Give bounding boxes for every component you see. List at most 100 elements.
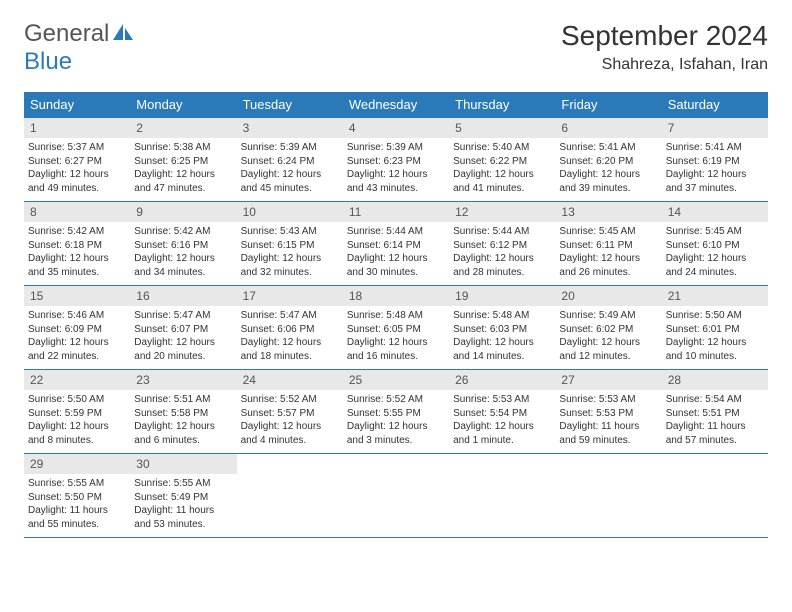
sunrise-line: Sunrise: 5:45 AM: [559, 225, 657, 239]
col-wednesday: Wednesday: [343, 92, 449, 118]
daylight-line: Daylight: 12 hours and 10 minutes.: [666, 336, 764, 363]
sunset-line: Sunset: 6:10 PM: [666, 239, 764, 253]
day-details: Sunrise: 5:42 AMSunset: 6:16 PMDaylight:…: [130, 222, 236, 285]
calendar-cell: 11Sunrise: 5:44 AMSunset: 6:14 PMDayligh…: [343, 202, 449, 286]
daylight-line: Daylight: 12 hours and 34 minutes.: [134, 252, 232, 279]
sunrise-line: Sunrise: 5:37 AM: [28, 141, 126, 155]
calendar-table: Sunday Monday Tuesday Wednesday Thursday…: [24, 92, 768, 538]
calendar-cell: 18Sunrise: 5:48 AMSunset: 6:05 PMDayligh…: [343, 286, 449, 370]
month-title: September 2024: [561, 20, 768, 52]
daylight-line: Daylight: 12 hours and 43 minutes.: [347, 168, 445, 195]
day-details: Sunrise: 5:40 AMSunset: 6:22 PMDaylight:…: [449, 138, 555, 201]
sunset-line: Sunset: 5:53 PM: [559, 407, 657, 421]
day-details: Sunrise: 5:47 AMSunset: 6:07 PMDaylight:…: [130, 306, 236, 369]
calendar-cell: 3Sunrise: 5:39 AMSunset: 6:24 PMDaylight…: [237, 118, 343, 202]
sunrise-line: Sunrise: 5:51 AM: [134, 393, 232, 407]
day-number: 4: [343, 118, 449, 138]
day-details: Sunrise: 5:55 AMSunset: 5:50 PMDaylight:…: [24, 474, 130, 537]
day-details: Sunrise: 5:39 AMSunset: 6:23 PMDaylight:…: [343, 138, 449, 201]
calendar-cell: 24Sunrise: 5:52 AMSunset: 5:57 PMDayligh…: [237, 370, 343, 454]
calendar-cell: 9Sunrise: 5:42 AMSunset: 6:16 PMDaylight…: [130, 202, 236, 286]
daylight-line: Daylight: 12 hours and 35 minutes.: [28, 252, 126, 279]
sunrise-line: Sunrise: 5:50 AM: [666, 309, 764, 323]
day-details: Sunrise: 5:55 AMSunset: 5:49 PMDaylight:…: [130, 474, 236, 537]
location-label: Shahreza, Isfahan, Iran: [561, 56, 768, 74]
sunrise-line: Sunrise: 5:50 AM: [28, 393, 126, 407]
day-number: 12: [449, 202, 555, 222]
calendar-cell: 29Sunrise: 5:55 AMSunset: 5:50 PMDayligh…: [24, 454, 130, 538]
daylight-line: Daylight: 12 hours and 22 minutes.: [28, 336, 126, 363]
sunrise-line: Sunrise: 5:53 AM: [453, 393, 551, 407]
day-number: 17: [237, 286, 343, 306]
day-number: 21: [662, 286, 768, 306]
calendar-cell: [237, 454, 343, 538]
col-tuesday: Tuesday: [237, 92, 343, 118]
sunset-line: Sunset: 5:49 PM: [134, 491, 232, 505]
day-details: Sunrise: 5:51 AMSunset: 5:58 PMDaylight:…: [130, 390, 236, 453]
calendar-cell: 17Sunrise: 5:47 AMSunset: 6:06 PMDayligh…: [237, 286, 343, 370]
sunset-line: Sunset: 5:55 PM: [347, 407, 445, 421]
daylight-line: Daylight: 12 hours and 24 minutes.: [666, 252, 764, 279]
day-details: Sunrise: 5:42 AMSunset: 6:18 PMDaylight:…: [24, 222, 130, 285]
day-details: Sunrise: 5:45 AMSunset: 6:10 PMDaylight:…: [662, 222, 768, 285]
logo-sail-icon: [113, 22, 135, 47]
sunset-line: Sunset: 6:07 PM: [134, 323, 232, 337]
sunset-line: Sunset: 5:54 PM: [453, 407, 551, 421]
calendar-week-row: 8Sunrise: 5:42 AMSunset: 6:18 PMDaylight…: [24, 202, 768, 286]
daylight-line: Daylight: 11 hours and 53 minutes.: [134, 504, 232, 531]
col-friday: Friday: [555, 92, 661, 118]
calendar-cell: 26Sunrise: 5:53 AMSunset: 5:54 PMDayligh…: [449, 370, 555, 454]
day-number: 7: [662, 118, 768, 138]
sunrise-line: Sunrise: 5:53 AM: [559, 393, 657, 407]
sunset-line: Sunset: 6:16 PM: [134, 239, 232, 253]
daylight-line: Daylight: 11 hours and 57 minutes.: [666, 420, 764, 447]
day-number: 15: [24, 286, 130, 306]
header: General September 2024 Shahreza, Isfahan…: [24, 20, 768, 74]
day-details: Sunrise: 5:41 AMSunset: 6:19 PMDaylight:…: [662, 138, 768, 201]
calendar-cell: 7Sunrise: 5:41 AMSunset: 6:19 PMDaylight…: [662, 118, 768, 202]
daylight-line: Daylight: 12 hours and 8 minutes.: [28, 420, 126, 447]
logo-text-gray: General: [24, 20, 109, 48]
title-block: September 2024 Shahreza, Isfahan, Iran: [561, 20, 768, 74]
sunset-line: Sunset: 6:14 PM: [347, 239, 445, 253]
daylight-line: Daylight: 11 hours and 55 minutes.: [28, 504, 126, 531]
daylight-line: Daylight: 12 hours and 30 minutes.: [347, 252, 445, 279]
day-number: 11: [343, 202, 449, 222]
daylight-line: Daylight: 12 hours and 41 minutes.: [453, 168, 551, 195]
calendar-cell: 14Sunrise: 5:45 AMSunset: 6:10 PMDayligh…: [662, 202, 768, 286]
day-details: Sunrise: 5:50 AMSunset: 6:01 PMDaylight:…: [662, 306, 768, 369]
sunrise-line: Sunrise: 5:43 AM: [241, 225, 339, 239]
sunrise-line: Sunrise: 5:48 AM: [453, 309, 551, 323]
calendar-week-row: 15Sunrise: 5:46 AMSunset: 6:09 PMDayligh…: [24, 286, 768, 370]
daylight-line: Daylight: 12 hours and 47 minutes.: [134, 168, 232, 195]
day-details: Sunrise: 5:38 AMSunset: 6:25 PMDaylight:…: [130, 138, 236, 201]
day-details: Sunrise: 5:53 AMSunset: 5:54 PMDaylight:…: [449, 390, 555, 453]
day-number: 20: [555, 286, 661, 306]
calendar-cell: 28Sunrise: 5:54 AMSunset: 5:51 PMDayligh…: [662, 370, 768, 454]
sunrise-line: Sunrise: 5:40 AM: [453, 141, 551, 155]
sunset-line: Sunset: 6:18 PM: [28, 239, 126, 253]
day-number: 22: [24, 370, 130, 390]
sunrise-line: Sunrise: 5:42 AM: [28, 225, 126, 239]
day-details: Sunrise: 5:53 AMSunset: 5:53 PMDaylight:…: [555, 390, 661, 453]
daylight-line: Daylight: 12 hours and 16 minutes.: [347, 336, 445, 363]
sunset-line: Sunset: 6:12 PM: [453, 239, 551, 253]
logo: General: [24, 20, 137, 48]
sunrise-line: Sunrise: 5:47 AM: [134, 309, 232, 323]
daylight-line: Daylight: 12 hours and 3 minutes.: [347, 420, 445, 447]
sunrise-line: Sunrise: 5:52 AM: [241, 393, 339, 407]
sunrise-line: Sunrise: 5:41 AM: [666, 141, 764, 155]
calendar-cell: [662, 454, 768, 538]
calendar-cell: 5Sunrise: 5:40 AMSunset: 6:22 PMDaylight…: [449, 118, 555, 202]
sunset-line: Sunset: 6:06 PM: [241, 323, 339, 337]
calendar-cell: 22Sunrise: 5:50 AMSunset: 5:59 PMDayligh…: [24, 370, 130, 454]
daylight-line: Daylight: 12 hours and 20 minutes.: [134, 336, 232, 363]
calendar-week-row: 29Sunrise: 5:55 AMSunset: 5:50 PMDayligh…: [24, 454, 768, 538]
sunrise-line: Sunrise: 5:44 AM: [347, 225, 445, 239]
day-details: Sunrise: 5:44 AMSunset: 6:14 PMDaylight:…: [343, 222, 449, 285]
calendar-cell: 4Sunrise: 5:39 AMSunset: 6:23 PMDaylight…: [343, 118, 449, 202]
col-saturday: Saturday: [662, 92, 768, 118]
sunset-line: Sunset: 6:15 PM: [241, 239, 339, 253]
sunrise-line: Sunrise: 5:39 AM: [347, 141, 445, 155]
sunrise-line: Sunrise: 5:45 AM: [666, 225, 764, 239]
